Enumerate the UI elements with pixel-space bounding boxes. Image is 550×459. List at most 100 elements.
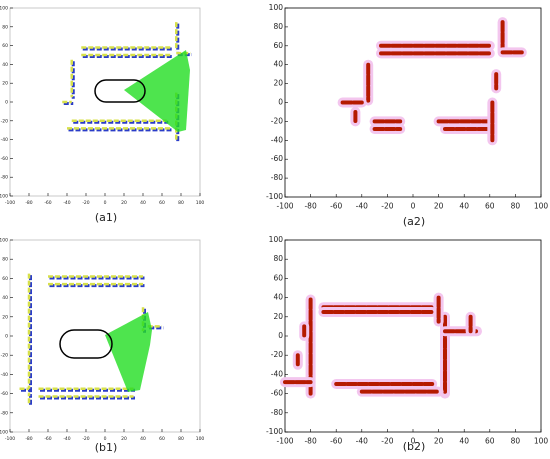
x-tick-label: -100 [5,436,15,442]
x-tick-label: 60 [485,202,495,211]
x-tick-label: 20 [121,436,127,442]
y-tick-label: 40 [273,60,283,69]
y-tick-label: -20 [1,353,8,359]
x-tick-label: -40 [356,437,368,446]
y-tick-label: 60 [2,276,8,282]
y-tick-label: -100 [0,430,8,436]
x-tick-label: 40 [140,436,146,442]
caption: (b2) [403,440,426,453]
caption: (a2) [403,215,425,228]
y-tick-label: 0 [278,98,283,107]
y-tick-label: -40 [1,372,8,378]
robot-footprint [94,79,146,103]
y-tick-label: 20 [273,312,283,321]
y-tick-label: -100 [266,192,283,201]
x-tick-label: 0 [104,200,107,206]
x-tick-label: 80 [178,200,184,206]
scan-rays [105,312,152,392]
x-tick-label: -20 [82,436,89,442]
x-tick-label: -80 [25,436,32,442]
y-tick-label: -60 [1,156,8,162]
y-tick-label: 80 [273,22,283,31]
x-tick-label: 40 [459,437,469,446]
y-tick-label: -60 [271,154,283,163]
y-tick-label: -20 [271,350,283,359]
y-tick-label: -80 [271,408,283,417]
annotation-layer [59,50,190,392]
x-tick-label: 0 [104,436,107,442]
x-tick-label: -20 [381,437,393,446]
x-tick-label: 20 [434,437,444,446]
y-tick-label: -100 [0,194,8,200]
y-tick-label: 100 [269,3,284,12]
x-tick-label: -20 [82,200,89,206]
y-tick-label: 100 [0,238,8,244]
y-tick-label: 100 [269,235,284,244]
x-tick-label: -60 [330,437,342,446]
y-tick-label: -80 [271,173,283,182]
x-tick-label: 80 [178,436,184,442]
x-tick-label: -100 [276,437,293,446]
y-tick-label: -20 [271,116,283,125]
x-tick-label: 80 [511,437,521,446]
y-tick-label: 0 [278,331,283,340]
x-tick-label: -40 [63,200,70,206]
x-tick-label: -100 [276,202,293,211]
y-tick-label: 40 [273,293,283,302]
scan-rays [124,50,190,132]
robot-footprint [59,329,113,359]
y-tick-label: 20 [2,81,8,87]
x-tick-label: -80 [304,437,316,446]
x-tick-label: -80 [25,200,32,206]
y-tick-label: -40 [271,135,283,144]
y-tick-label: 60 [273,273,283,282]
x-tick-label: 100 [196,200,205,206]
panel: -100 -80 -60 -40 -20 0 20 40 60 80 100 -100 -80 -60 -4… [0,238,204,455]
x-tick-label: 0 [411,437,416,446]
y-tick-label: 0 [5,334,8,340]
y-tick-label: -60 [271,389,283,398]
plot-frame [9,239,201,433]
x-tick-label: 100 [196,436,205,442]
x-tick-label: 60 [485,437,495,446]
x-tick-label: 100 [534,437,549,446]
x-tick-label: -60 [330,202,342,211]
x-tick-label: 0 [411,202,416,211]
y-tick-label: -100 [266,427,283,436]
caption: (a1) [95,211,117,224]
y-tick-label: 80 [273,254,283,263]
y-tick-label: -80 [1,410,8,416]
x-tick-label: -100 [5,200,15,206]
y-tick-label: 20 [273,79,283,88]
x-tick-label: 80 [511,202,521,211]
y-tick-label: 80 [2,257,8,263]
y-tick-label: -40 [1,137,8,143]
x-tick-label: 20 [121,200,127,206]
x-tick-label: 40 [459,202,469,211]
x-tick-label: 20 [434,202,444,211]
x-tick-label: -40 [63,436,70,442]
y-tick-label: 40 [2,295,8,301]
x-tick-label: 60 [159,200,165,206]
x-tick-label: 60 [159,436,165,442]
y-tick-label: 60 [273,41,283,50]
y-tick-label: 0 [5,100,8,106]
y-tick-label: 20 [2,314,8,320]
y-tick-label: -60 [1,391,8,397]
x-tick-label: -60 [44,436,51,442]
y-tick-label: -80 [1,175,8,181]
y-tick-label: 80 [2,24,8,30]
y-tick-label: -40 [271,369,283,378]
y-tick-label: 40 [2,62,8,68]
x-tick-label: -60 [44,200,51,206]
panel: -100 -80 -60 -40 -20 0 20 40 60 80 100 -100 -80 -60 -4… [266,3,548,228]
x-tick-label: 100 [534,202,549,211]
x-tick-label: -80 [304,202,316,211]
x-tick-label: 40 [140,200,146,206]
plot-frame [284,239,542,433]
x-tick-label: -40 [356,202,368,211]
x-tick-label: -20 [381,202,393,211]
caption: (b1) [95,441,118,454]
panel: -100 -80 -60 -40 -20 0 20 40 60 80 100 -100 -80 -60 -4… [266,235,548,453]
